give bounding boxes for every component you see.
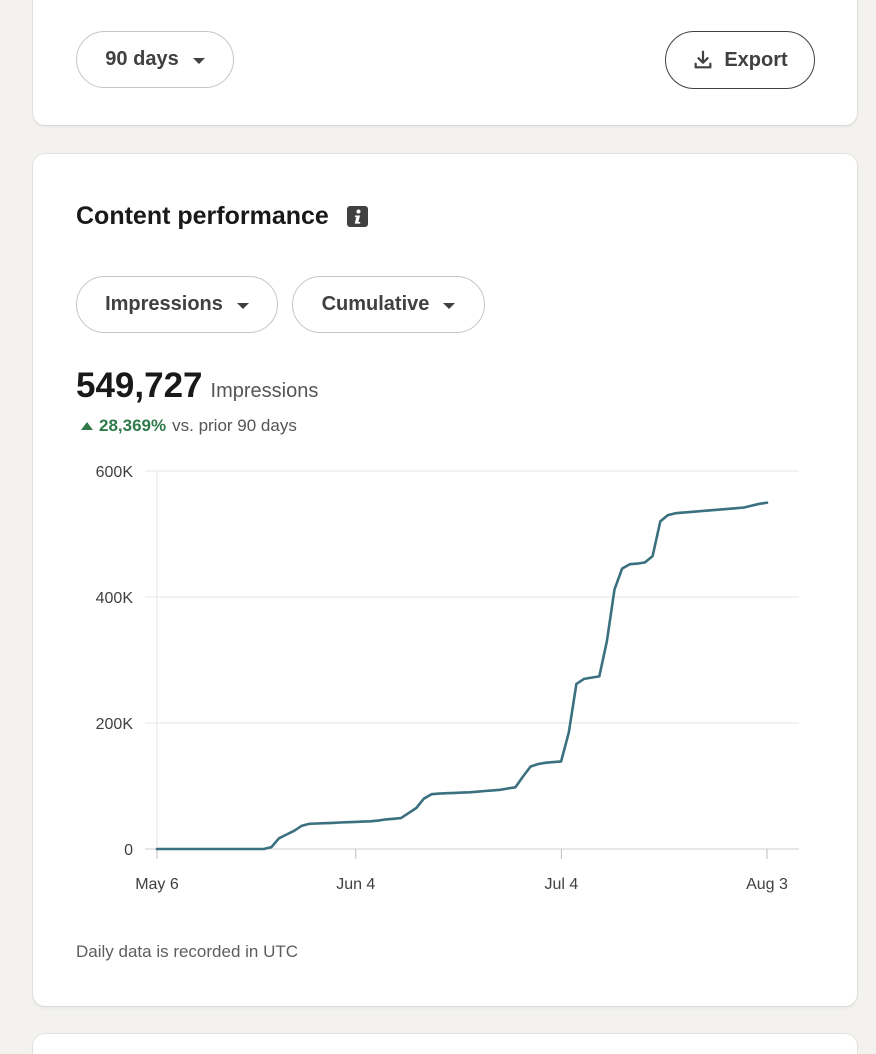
delta-text: vs. prior 90 days xyxy=(172,416,297,435)
next-card xyxy=(33,1034,857,1054)
x-tick-label: Jul 4 xyxy=(544,876,578,893)
date-range-label: 90 days xyxy=(105,48,179,70)
export-label: Export xyxy=(724,48,788,71)
info-glyph xyxy=(354,209,361,224)
section-header: Content performance xyxy=(76,202,368,231)
total-label: Impressions xyxy=(210,380,319,402)
chevron-down-icon xyxy=(192,57,205,64)
metric-label: Impressions xyxy=(105,293,223,315)
x-tick-label: May 6 xyxy=(135,876,179,893)
y-tick-label: 400K xyxy=(96,590,134,607)
impressions-chart: 0 200K 400K 600K May 6 Jun 4 Jul 4 Aug 3 xyxy=(96,464,799,893)
y-tick-label: 200K xyxy=(96,716,134,733)
y-tick-label: 600K xyxy=(96,464,134,481)
chevron-down-icon xyxy=(443,302,456,309)
footnote: Daily data is recorded in UTC xyxy=(76,942,299,961)
filter-card: 90 days Export xyxy=(33,0,857,125)
mode-dropdown[interactable]: Cumulative xyxy=(292,276,485,333)
total-impressions: 549,727 Impressions xyxy=(76,366,318,406)
content-performance-card: Content performance Impressions Cumulati… xyxy=(33,154,857,1006)
x-tick-label: Aug 3 xyxy=(746,876,788,893)
date-range-dropdown[interactable]: 90 days xyxy=(76,31,234,88)
total-value: 549,727 xyxy=(76,366,203,405)
x-tick-label: Jun 4 xyxy=(336,876,375,893)
download-icon xyxy=(694,50,712,69)
series-line xyxy=(155,501,769,851)
y-tick-label: 0 xyxy=(124,842,133,859)
mode-label: Cumulative xyxy=(321,293,430,315)
export-button[interactable]: Export xyxy=(665,31,815,89)
delta-row: 28,369% vs. prior 90 days xyxy=(81,416,297,436)
delta-value: 28,369% xyxy=(99,416,167,435)
metric-dropdown[interactable]: Impressions xyxy=(76,276,278,333)
caret-up-icon xyxy=(81,422,93,430)
info-icon[interactable] xyxy=(346,206,368,227)
chevron-down-icon xyxy=(236,302,249,309)
section-title: Content performance xyxy=(76,202,329,230)
